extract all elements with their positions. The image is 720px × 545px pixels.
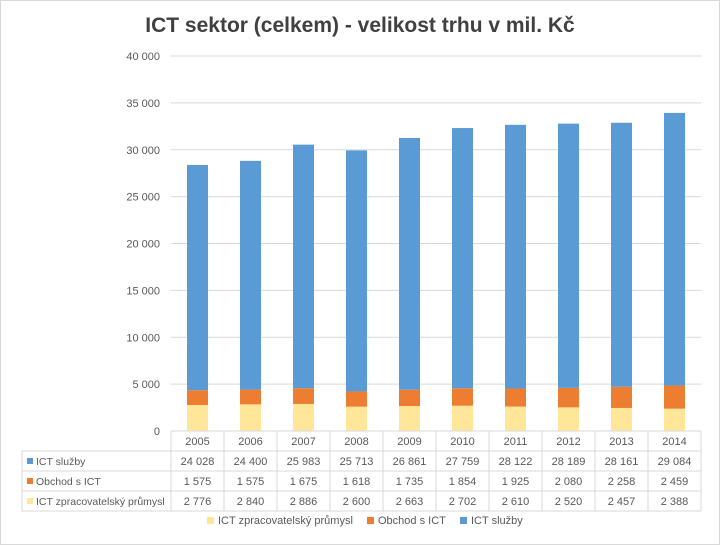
table-legend-key [27, 498, 33, 504]
data-label: 28 122 [499, 456, 533, 468]
data-label: 2 520 [555, 496, 583, 508]
category-label: 2010 [450, 436, 474, 448]
y-tick-label: 35 000 [126, 98, 160, 110]
table-series-name: Obchod s ICT [36, 476, 101, 488]
data-label: 1 575 [237, 476, 265, 488]
bar-segment [452, 405, 473, 431]
legend-swatch [460, 517, 467, 524]
bar-segment [558, 387, 579, 408]
bar-segment [346, 391, 367, 407]
data-label: 2 776 [184, 496, 212, 508]
data-label: 1 925 [502, 476, 530, 488]
bar-segment [187, 164, 208, 391]
category-label: 2013 [609, 436, 633, 448]
table-legend-key [27, 478, 33, 484]
data-table: 2005 2006 2007 2008 2009 2010 2011 2012 2013 2014… [21, 430, 702, 512]
bar-segment [611, 122, 632, 387]
data-label: 25 983 [287, 456, 321, 468]
data-label: 28 161 [605, 456, 639, 468]
legend-swatch [367, 517, 374, 524]
bar-segment [505, 388, 526, 407]
bar-segment [611, 407, 632, 431]
data-label: 2 080 [555, 476, 583, 488]
data-label: 2 600 [343, 496, 371, 508]
data-label: 2 610 [502, 496, 530, 508]
data-label: 2 388 [661, 496, 689, 508]
data-label: 2 702 [449, 496, 477, 508]
data-label: 2 258 [608, 476, 636, 488]
bar-segment [558, 407, 579, 431]
bar-segment [240, 404, 261, 431]
data-label: 1 735 [396, 476, 424, 488]
y-tick-label: 40 000 [126, 51, 160, 63]
bar-segment [399, 406, 420, 431]
category-label: 2014 [662, 436, 686, 448]
data-label: 1 675 [290, 476, 318, 488]
bar-segment [664, 385, 685, 409]
data-label: 26 861 [393, 456, 427, 468]
bar-segment [346, 150, 367, 392]
data-label: 2 663 [396, 496, 424, 508]
data-label: 24 028 [181, 456, 215, 468]
y-tick-label: 5 000 [132, 379, 160, 391]
bar-segment [452, 388, 473, 406]
category-label: 2011 [504, 436, 528, 448]
data-label: 25 713 [340, 456, 374, 468]
table-legend-key [27, 458, 33, 464]
data-label: 2 840 [237, 496, 265, 508]
bar-segment [399, 389, 420, 407]
y-tick-label: 10 000 [126, 332, 160, 344]
bar-segment [240, 389, 261, 405]
bar-segment [664, 112, 685, 386]
bar-segment [346, 406, 367, 431]
data-label: 29 084 [658, 456, 692, 468]
legend: ICT zpracovatelský průmysl Obchod s ICT IC… [207, 515, 523, 527]
bar-segment [293, 403, 314, 431]
data-label: 2 886 [290, 496, 318, 508]
data-label: 24 400 [234, 456, 268, 468]
legend-label: ICT zpracovatelský průmysl [218, 515, 353, 527]
chart-title: ICT sektor (celkem) - velikost trhu v mi… [145, 14, 575, 37]
y-tick-label: 30 000 [126, 145, 160, 157]
table-series-name: ICT služby [36, 456, 86, 468]
bar-segment [611, 386, 632, 408]
category-label: 2012 [556, 436, 580, 448]
y-tick-label: 20 000 [126, 239, 160, 251]
category-label: 2005 [185, 436, 209, 448]
bar-segment [399, 137, 420, 390]
bar-segment [452, 128, 473, 389]
y-tick-label: 15 000 [126, 285, 160, 297]
bar-segment [293, 388, 314, 404]
bar-segment [240, 160, 261, 390]
bar-segment [187, 390, 208, 405]
data-label: 2 457 [608, 496, 636, 508]
data-label: 1 854 [449, 476, 477, 488]
y-axis-tick-labels: 0 5 000 10 000 15 000 20 000 25 000 30 000 35 0… [126, 51, 160, 438]
category-label: 2007 [291, 436, 315, 448]
bar-segment [293, 144, 314, 389]
bar-segment [505, 406, 526, 431]
bar-segment [187, 404, 208, 431]
table-series-name: ICT zpracovatelský průmysl [36, 496, 165, 508]
bar-segment [505, 124, 526, 389]
legend-swatch [207, 517, 214, 524]
bar-segment [664, 408, 685, 431]
data-label: 27 759 [446, 456, 480, 468]
category-label: 2006 [238, 436, 262, 448]
legend-label: Obchod s ICT [378, 515, 446, 527]
legend-label: ICT služby [471, 515, 523, 527]
data-label: 28 189 [552, 456, 586, 468]
y-tick-label: 25 000 [126, 192, 160, 204]
category-label: 2009 [397, 436, 421, 448]
bars [187, 112, 685, 431]
data-label: 1 575 [184, 476, 212, 488]
data-label: 2 459 [661, 476, 689, 488]
bar-segment [558, 123, 579, 388]
y-tick-label: 0 [154, 426, 160, 438]
category-label: 2008 [344, 436, 368, 448]
data-label: 1 618 [343, 476, 371, 488]
